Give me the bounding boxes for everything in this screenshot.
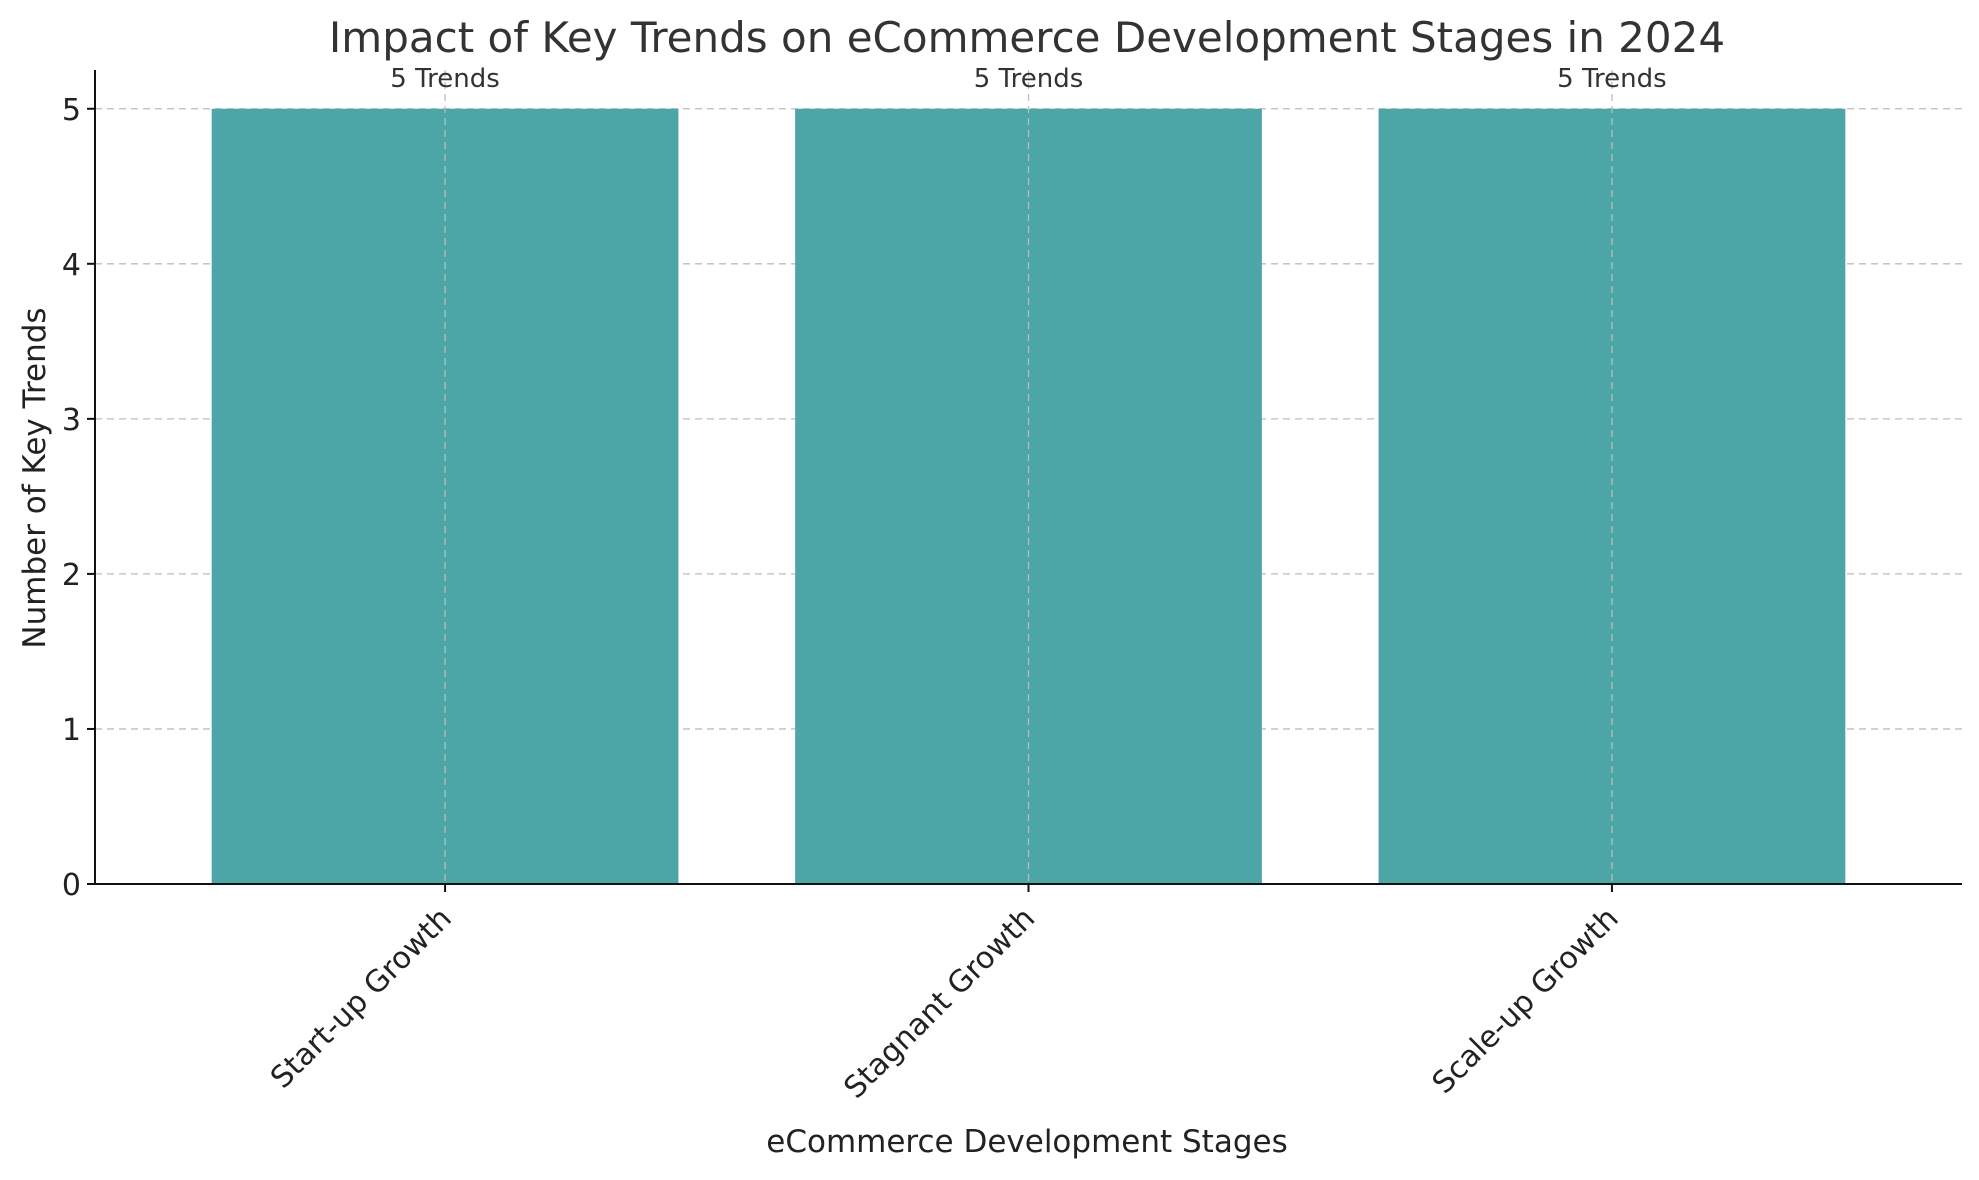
y-tick-label: 5 [62,93,81,128]
x-axis-label: eCommerce Development Stages [766,1124,1287,1160]
x-axis-ticks: Start-up Growth Stagnant Growth Scale-up G… [264,884,1626,1106]
bar-data-label: 5 Trends [390,64,500,94]
y-tick-label: 4 [62,248,81,283]
y-tick-label: 3 [62,403,81,438]
data-labels: 5 Trends 5 Trends 5 Trends [390,64,1666,94]
y-axis-label: Number of Key Trends [17,307,53,648]
bar-data-label: 5 Trends [974,64,1084,94]
y-tick-label: 1 [62,713,81,748]
bar-data-label: 5 Trends [1557,64,1667,94]
y-axis-ticks: 0 1 2 3 4 5 [62,93,95,903]
x-tick-label: Scale-up Growth [1426,901,1626,1101]
y-tick-label: 0 [62,868,81,903]
vertical-gridlines [444,70,1613,884]
x-tick-label: Stagnant Growth [837,901,1042,1106]
x-tick-label: Start-up Growth [264,901,459,1096]
y-tick-label: 2 [62,558,81,593]
chart-title: Impact of Key Trends on eCommerce Develo… [329,13,1725,62]
